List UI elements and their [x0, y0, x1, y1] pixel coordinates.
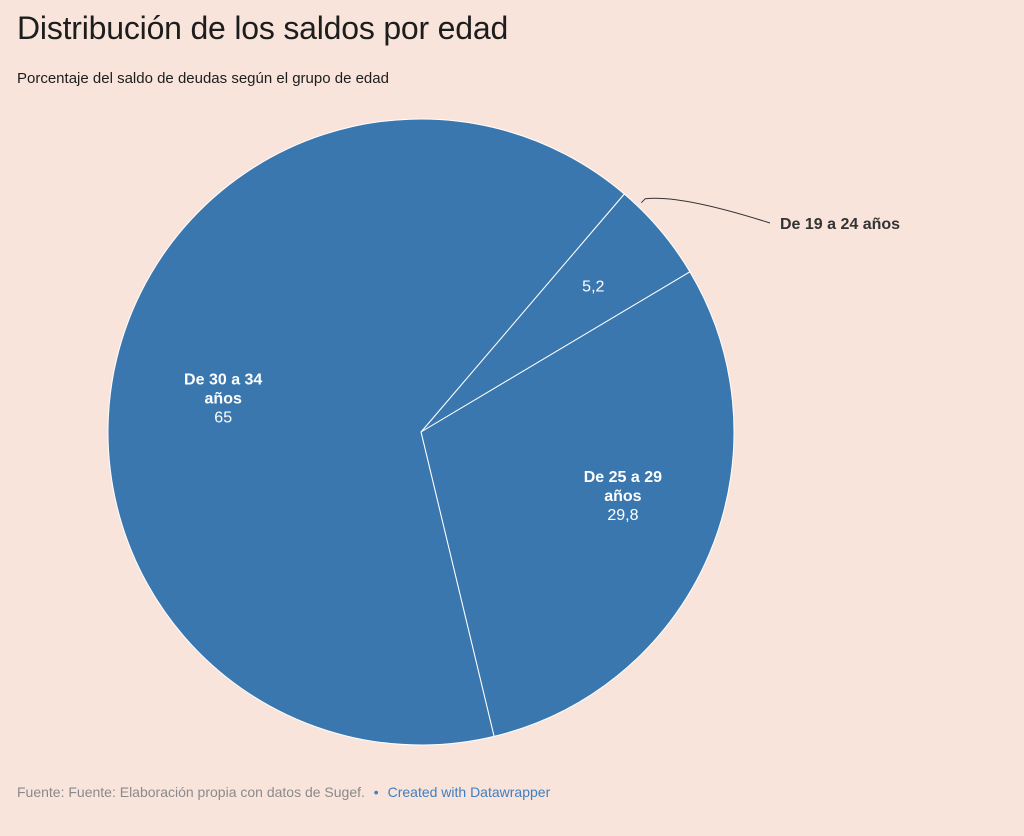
footer-separator: •: [373, 784, 379, 800]
chart-title: Distribución de los saldos por edad: [17, 10, 509, 46]
datawrapper-credit-link[interactable]: Created with Datawrapper: [387, 784, 551, 800]
slice-category-label: años: [205, 391, 242, 408]
slice-category-label: De 30 a 34: [184, 372, 262, 389]
slice-category-label: años: [604, 488, 641, 505]
pie-slice: [420, 271, 735, 737]
pie-slice: [107, 118, 625, 746]
leader-line: [640, 197, 771, 224]
footer: Fuente: Fuente: Elaboración propia con d…: [17, 784, 550, 800]
slice-value-label: 5,2: [582, 279, 604, 296]
slice-value-label: 29,8: [607, 507, 638, 524]
slice-value-label: 65: [214, 410, 232, 427]
chart-subtitle: Porcentaje del saldo de deudas según el …: [17, 70, 389, 87]
slice-category-label: De 25 a 29: [584, 469, 662, 486]
source-note: Fuente: Fuente: Elaboración propia con d…: [17, 784, 365, 800]
slice-category-label: De 19 a 24 años: [780, 216, 900, 233]
